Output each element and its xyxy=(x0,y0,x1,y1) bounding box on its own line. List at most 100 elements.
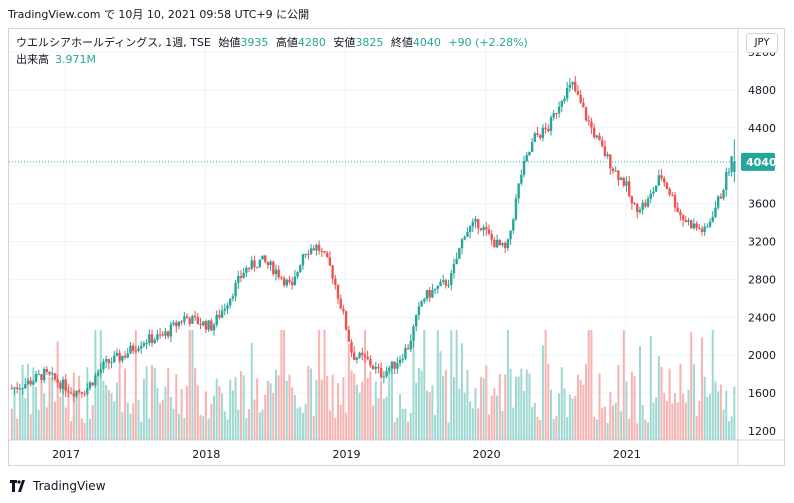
candle-body xyxy=(536,133,539,136)
candle-body xyxy=(175,322,178,327)
candle-body xyxy=(512,219,515,231)
candle-body xyxy=(277,269,280,278)
y-tick-label: 4800 xyxy=(748,84,776,97)
candle-body xyxy=(202,321,205,326)
volume-bar xyxy=(358,392,361,440)
ohlc-legend: ウエルシアホールディングス, 1週, TSE 始値3935 高値4280 安値3… xyxy=(16,35,528,51)
volume-bar xyxy=(307,365,310,440)
candle-body xyxy=(565,87,569,99)
volume-bar xyxy=(40,382,43,440)
candle-body xyxy=(344,311,348,330)
currency-button[interactable]: JPY xyxy=(746,33,778,53)
volume-bar xyxy=(630,371,633,440)
volume-bar xyxy=(196,385,199,440)
candle-body xyxy=(320,250,324,252)
candle-body xyxy=(37,374,40,376)
volume-bar xyxy=(253,399,256,440)
candle-body xyxy=(196,317,200,325)
volume-bar xyxy=(598,373,601,440)
volume-bar xyxy=(342,377,345,440)
volume-bar xyxy=(207,418,210,440)
candle-body xyxy=(646,198,650,207)
candle-body xyxy=(150,334,154,343)
volume-bar xyxy=(296,408,299,440)
volume-bar xyxy=(315,380,318,440)
candle-body xyxy=(191,315,194,324)
candle-body xyxy=(113,355,116,363)
candle-body xyxy=(441,280,445,282)
volume-bar xyxy=(628,419,631,440)
volume-bar xyxy=(663,392,666,440)
candle-body xyxy=(547,128,550,131)
candle-body xyxy=(649,193,652,199)
candle-body xyxy=(379,368,383,378)
candle-body xyxy=(199,324,202,326)
candle-body xyxy=(503,243,507,248)
candle-body xyxy=(584,107,588,121)
volume-bar xyxy=(512,407,515,440)
candle-body xyxy=(654,185,658,192)
open-value: 3935 xyxy=(240,36,269,49)
volume-bar xyxy=(277,375,280,440)
candle-body xyxy=(617,170,620,180)
candle-body xyxy=(142,343,146,346)
candle-body xyxy=(541,127,545,138)
candle-body xyxy=(342,308,345,312)
candle-body xyxy=(45,369,49,372)
candle-body xyxy=(549,117,553,131)
volume-bar xyxy=(496,395,499,440)
volume-bar xyxy=(574,395,577,440)
candle-body xyxy=(226,305,229,309)
candle-body xyxy=(706,226,709,228)
volume-bar xyxy=(498,373,501,440)
candle-body xyxy=(606,154,609,157)
volume-bar xyxy=(140,421,143,440)
candle-body xyxy=(180,321,183,323)
candle-body xyxy=(423,298,426,302)
candle-body xyxy=(539,135,542,138)
volume-bar xyxy=(644,419,647,440)
candle-body xyxy=(725,172,728,190)
y-tick-label: 1200 xyxy=(748,425,776,438)
candle-body xyxy=(64,379,67,392)
volume-bar xyxy=(369,371,372,440)
volume-bar xyxy=(455,330,458,440)
y-tick-label: 2400 xyxy=(748,311,776,324)
y-tick-label: 3600 xyxy=(748,198,776,211)
candle-body xyxy=(153,339,156,343)
candle-body xyxy=(336,285,340,299)
candle-body xyxy=(269,261,272,265)
volume-bar xyxy=(56,341,59,440)
candle-body xyxy=(355,357,359,360)
volume-bar xyxy=(504,374,507,440)
tradingview-brand[interactable]: TradingView xyxy=(10,479,106,493)
candle-body xyxy=(509,230,512,240)
volume-bar xyxy=(698,400,701,440)
volume-bar xyxy=(326,375,329,440)
volume-bar xyxy=(226,419,229,440)
volume-bar xyxy=(121,412,124,440)
candle-body xyxy=(730,156,733,172)
candle-body xyxy=(290,282,294,286)
volume-bar xyxy=(566,417,569,440)
candle-body xyxy=(638,209,642,213)
volume-bar xyxy=(606,423,609,440)
volume-bar xyxy=(239,371,242,440)
candle-body xyxy=(428,290,431,298)
brand-label: TradingView xyxy=(33,479,106,493)
candle-body xyxy=(285,279,288,286)
candle-body xyxy=(264,255,267,262)
volume-bar xyxy=(509,368,512,440)
symbol-label: ウエルシアホールディングス, 1週, TSE xyxy=(16,36,211,49)
volume-bar xyxy=(396,417,399,440)
volume-bar xyxy=(687,389,690,440)
candle-body xyxy=(660,175,663,179)
volume-bar xyxy=(102,380,105,440)
volume-bar xyxy=(126,402,129,440)
volume-bar xyxy=(134,330,137,440)
volume-bar xyxy=(436,330,439,440)
volume-bar xyxy=(668,368,671,440)
candle-body xyxy=(636,203,639,213)
volume-bar xyxy=(625,381,628,440)
candle-body xyxy=(455,258,458,265)
